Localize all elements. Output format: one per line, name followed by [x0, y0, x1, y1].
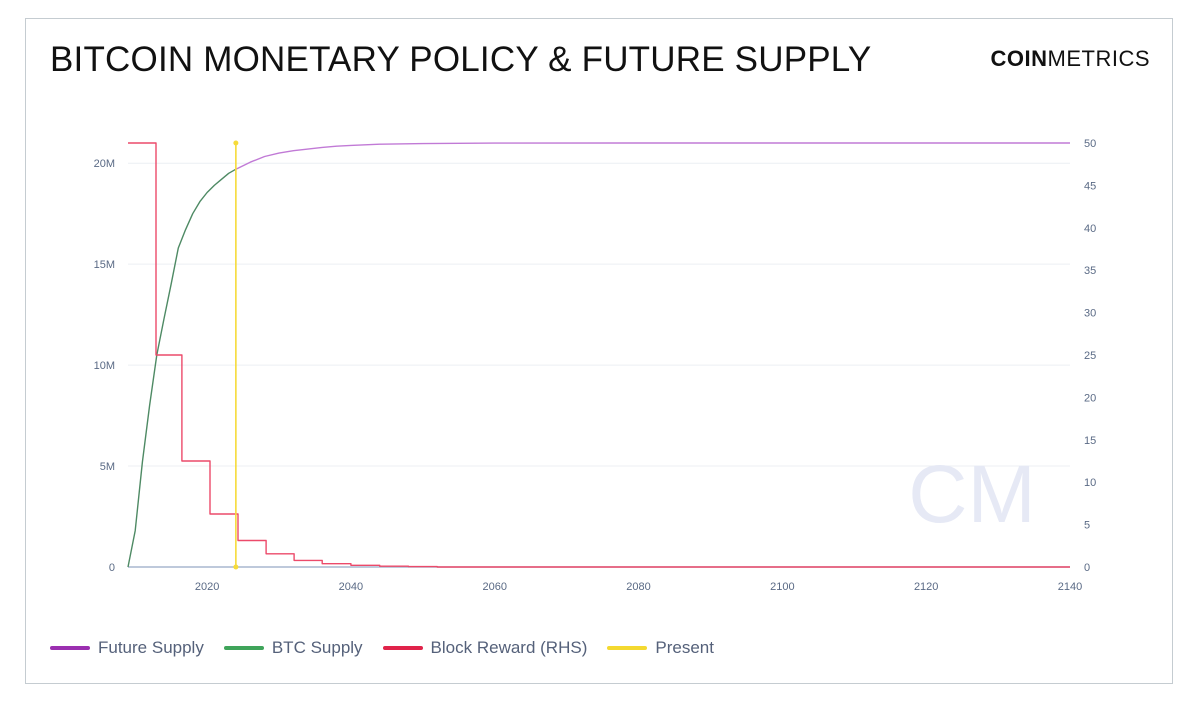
- logo-bold-text: COIN: [990, 46, 1048, 71]
- x-tick-label: 2060: [482, 581, 506, 593]
- logo-light-text: METRICS: [1047, 46, 1150, 71]
- future-supply-line: [235, 142, 1070, 170]
- legend-swatch: [382, 646, 423, 650]
- legend-label: Block Reward (RHS): [430, 638, 588, 657]
- page-title: BITCOIN MONETARY POLICY & FUTURE SUPPLY: [50, 40, 872, 79]
- legend-swatch: [50, 646, 90, 650]
- chart-legend: Future Supply BTC Supply Block Reward (RHS…: [50, 638, 734, 658]
- legend-item: Future Supply: [50, 638, 204, 658]
- y-right-tick-label: 35: [1084, 265, 1096, 277]
- block-reward-line: [128, 142, 1070, 568]
- y-right-tick-label: 10: [1084, 477, 1096, 489]
- x-tick-label: 2120: [914, 581, 938, 593]
- y-left-tick-label: 5M: [100, 461, 115, 473]
- x-tick-label: 2020: [195, 581, 219, 593]
- x-tick-label: 2080: [626, 581, 650, 593]
- present-marker-bottom-dot: [233, 564, 239, 570]
- y-right-tick-label: 45: [1084, 180, 1096, 192]
- y-right-tick-label: 5: [1084, 520, 1090, 532]
- chart-frame: [25, 18, 1173, 684]
- y-right-tick-label: 25: [1084, 350, 1096, 362]
- legend-swatch: [223, 646, 264, 650]
- legend-label: BTC Supply: [271, 638, 363, 657]
- present-marker-top-dot: [233, 140, 239, 146]
- y-right-tick-label: 50: [1084, 138, 1096, 150]
- legend-item: Present: [607, 638, 714, 658]
- legend-label: Future Supply: [98, 638, 204, 657]
- x-tick-label: 2100: [770, 581, 794, 593]
- y-right-tick-label: 15: [1084, 435, 1096, 447]
- cm-watermark: CM: [908, 449, 1036, 540]
- y-left-tick-label: 10M: [94, 360, 115, 372]
- legend-item: BTC Supply: [223, 638, 363, 658]
- y-right-tick-label: 0: [1084, 562, 1090, 574]
- legend-swatch: [607, 646, 648, 650]
- y-left-tick-label: 0: [109, 562, 115, 574]
- x-tick-label: 2140: [1058, 581, 1082, 593]
- y-right-tick-label: 30: [1084, 308, 1096, 320]
- tick-layer: 0 5M 10M 15M 20M 0 5 10 15 20 25 30 35 40 45 50 2020 2040…: [94, 138, 1097, 593]
- y-right-tick-label: 40: [1084, 223, 1096, 235]
- btc-supply-line: [127, 168, 237, 568]
- coinmetrics-logo: COINMETRICS: [991, 46, 1151, 72]
- y-left-tick-label: 20M: [94, 158, 115, 170]
- y-left-tick-label: 15M: [94, 259, 115, 271]
- x-tick-label: 2040: [339, 581, 363, 593]
- legend-item: Block Reward (RHS): [382, 638, 588, 658]
- y-right-tick-label: 20: [1084, 392, 1096, 404]
- series-layer: [127, 140, 1070, 570]
- legend-label: Present: [655, 638, 714, 657]
